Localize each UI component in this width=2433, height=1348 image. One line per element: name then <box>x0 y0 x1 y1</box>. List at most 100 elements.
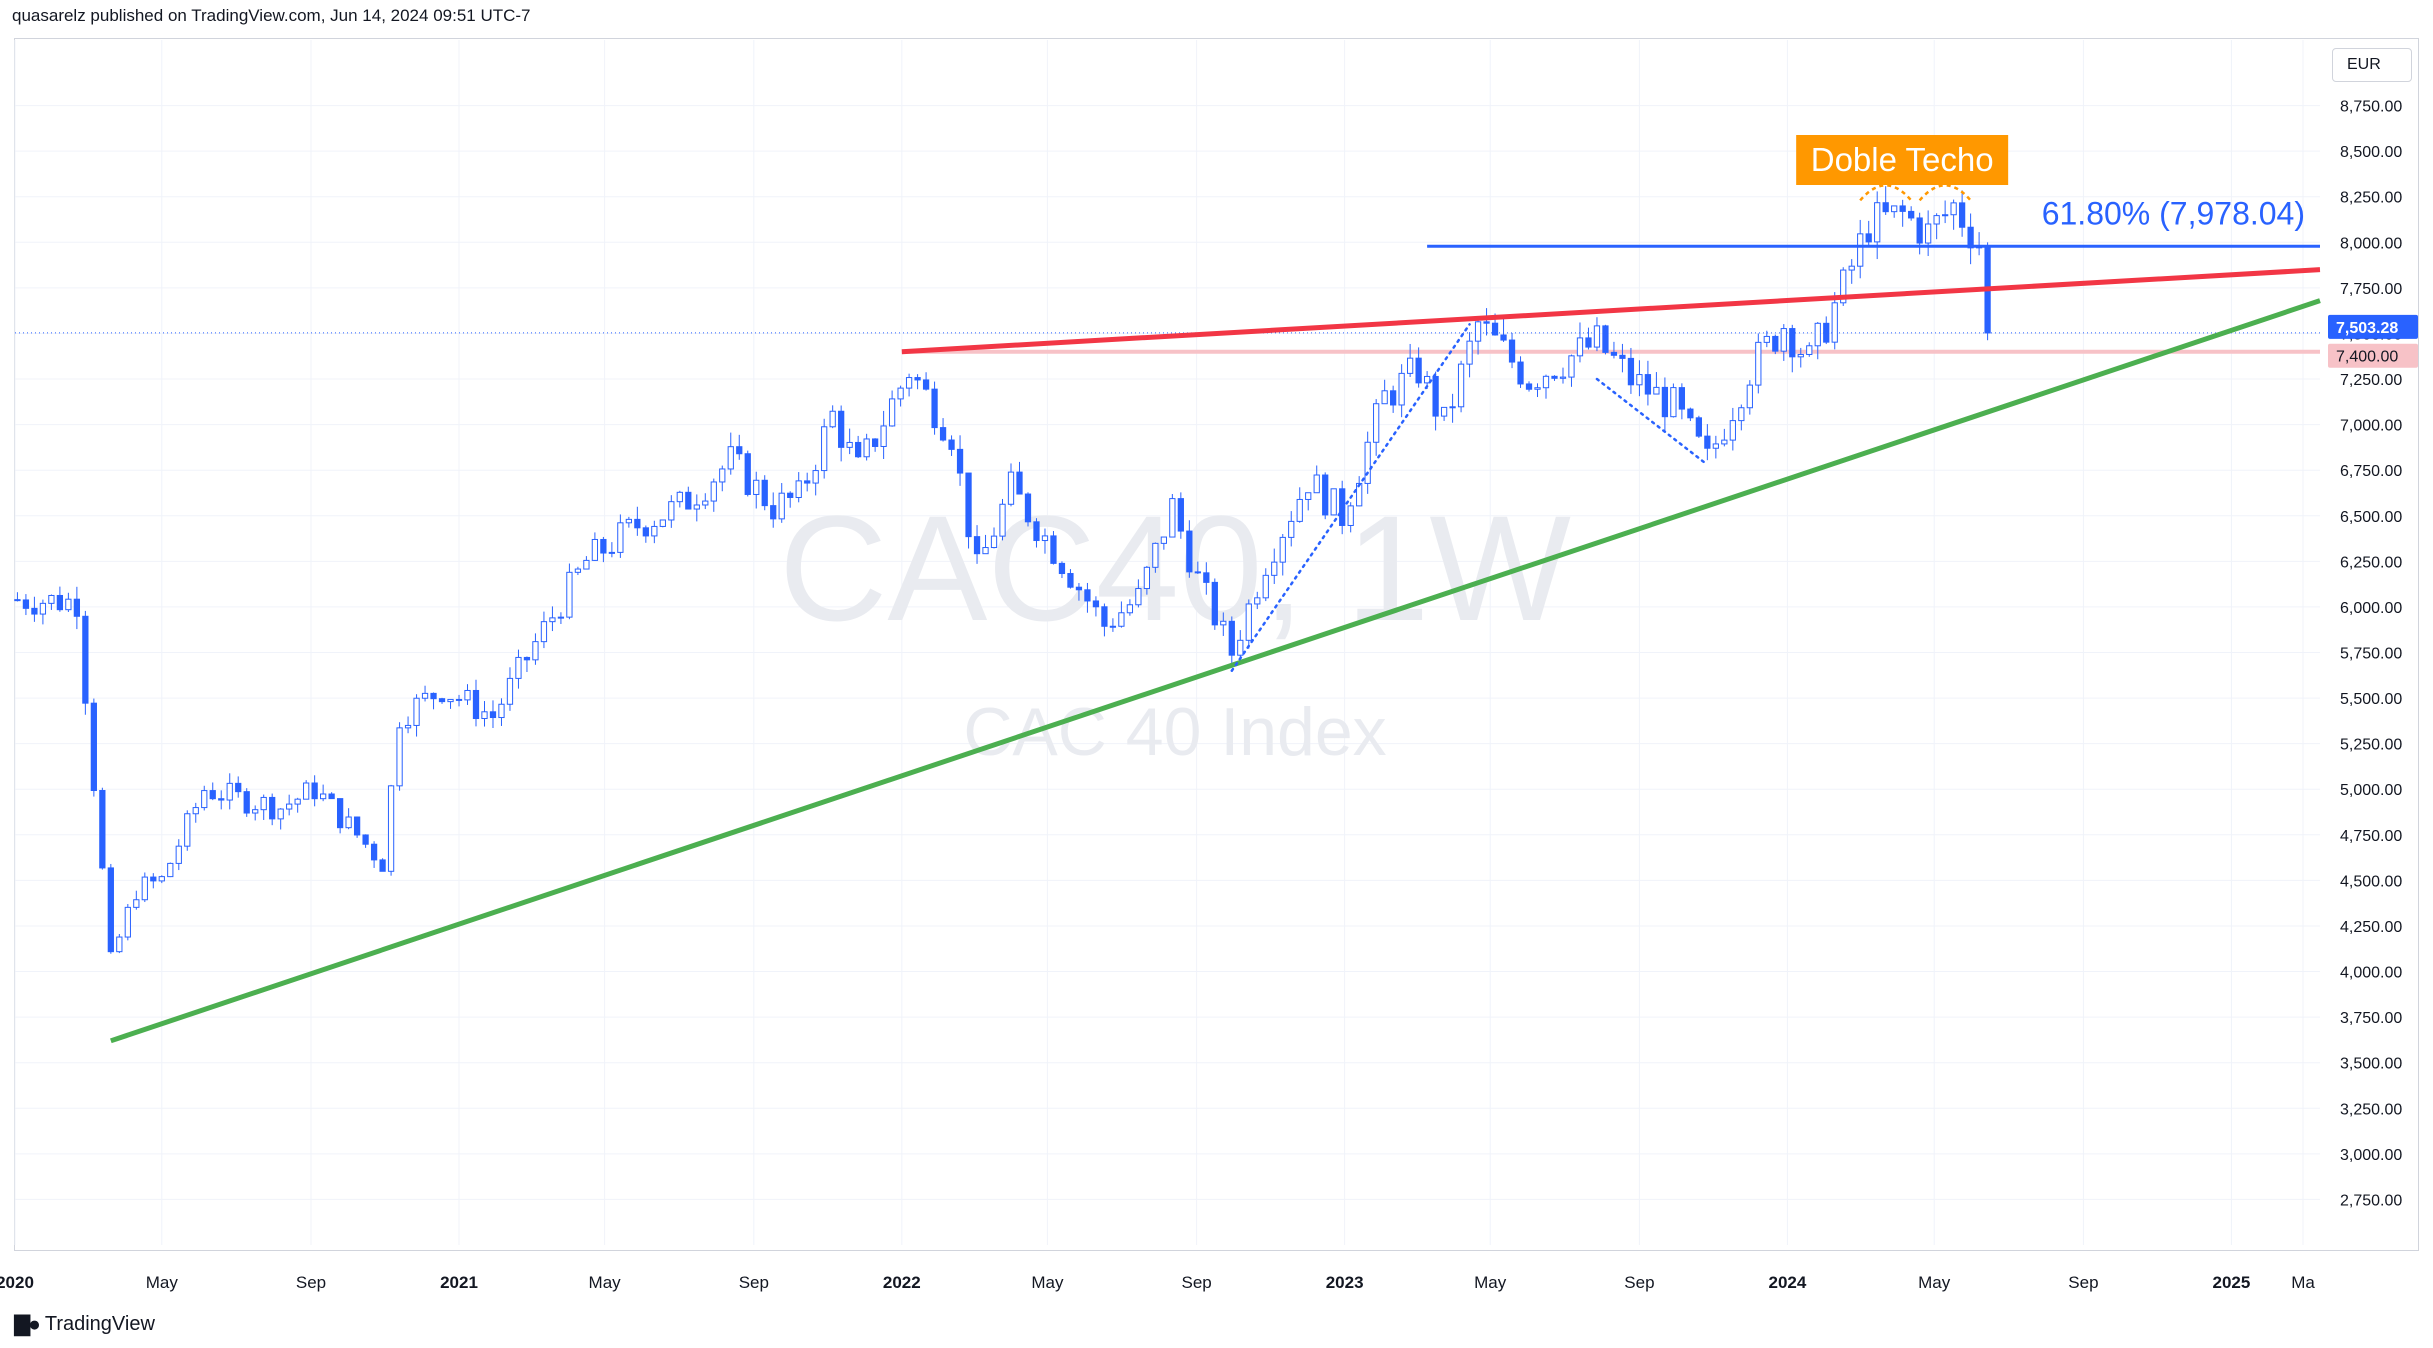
candle-body <box>897 387 904 400</box>
y-tick-label: 7,000.00 <box>2340 418 2402 435</box>
price-label-text: 7,503.28 <box>2336 320 2398 337</box>
y-tick-label: 5,500.00 <box>2340 691 2402 708</box>
currency-selector[interactable]: EUR <box>2332 48 2412 82</box>
candle-body <box>1780 328 1787 352</box>
x-tick-label: 2020 <box>0 1273 34 1292</box>
x-tick-label: May <box>1918 1273 1951 1292</box>
dotted-path <box>1595 377 1709 466</box>
candle-body <box>676 491 683 503</box>
y-tick-label: 3,000.00 <box>2340 1147 2402 1164</box>
candle-body <box>804 480 811 484</box>
candle-body <box>150 876 157 882</box>
candle-body <box>362 834 369 845</box>
x-tick-label: Sep <box>296 1273 326 1292</box>
grid-layer <box>14 40 2320 1245</box>
candle-body <box>243 791 250 814</box>
candle-body <box>1211 581 1218 626</box>
candle-body <box>914 377 921 381</box>
price-label-text: 7,400.00 <box>2336 349 2398 366</box>
candle-body <box>1542 375 1550 389</box>
candle-body <box>1313 474 1320 494</box>
candle-body <box>1899 205 1906 212</box>
candle-body <box>659 519 666 527</box>
candle-body <box>1568 355 1575 378</box>
candle-body <box>489 711 497 719</box>
candle-body <box>1738 407 1745 422</box>
candle-body <box>532 641 539 661</box>
candle-body <box>1075 586 1083 591</box>
candle-body <box>1525 383 1533 390</box>
candle-body <box>1330 488 1337 516</box>
candle-body <box>1491 322 1499 336</box>
candle-body <box>481 711 488 720</box>
candle-body <box>1610 351 1618 356</box>
candle-body <box>1763 335 1770 343</box>
candle-body <box>1874 202 1881 243</box>
candle-body <box>1687 408 1694 419</box>
candle-body <box>201 790 208 809</box>
candle-body <box>1933 215 1940 225</box>
candle-body <box>1653 386 1660 395</box>
candle-body <box>939 427 947 441</box>
candle-body <box>1882 202 1889 213</box>
candle-body <box>1305 492 1312 500</box>
candle-body <box>574 568 582 573</box>
candle-body <box>829 410 836 428</box>
candle-body <box>1950 202 1957 216</box>
candle-body <box>990 535 998 549</box>
candle-body <box>566 571 573 618</box>
candle-body <box>1551 375 1558 379</box>
y-tick-label: 8,000.00 <box>2340 235 2402 252</box>
candle-body <box>1296 498 1303 522</box>
x-tick-label: Ma <box>2291 1273 2315 1292</box>
candle-body <box>787 492 794 499</box>
double-top-arc <box>1918 184 1972 202</box>
candle-body <box>1831 302 1838 343</box>
x-tick-label: 2023 <box>1326 1273 1364 1292</box>
dotted-path <box>1230 323 1471 672</box>
candle-body <box>1143 566 1151 590</box>
candle-body <box>651 525 658 537</box>
candle-body <box>1457 363 1465 408</box>
brand-name: TradingView <box>44 1313 155 1335</box>
candle-body <box>294 798 301 805</box>
candle-body <box>1084 589 1091 602</box>
brand-footer[interactable]: ▇● TradingView <box>14 1312 155 1337</box>
candle-body <box>158 876 165 882</box>
candle-body <box>1109 625 1117 628</box>
x-tick-label: May <box>1031 1273 1064 1292</box>
candle-body <box>387 785 395 872</box>
candle-body <box>1364 441 1371 484</box>
candle-body <box>1483 321 1490 324</box>
candle-body <box>65 598 72 611</box>
candle-body <box>1271 561 1278 576</box>
candle-body <box>693 504 700 510</box>
candle-body <box>880 425 887 447</box>
candle-body <box>973 536 981 555</box>
candle-body <box>39 602 47 615</box>
candle-body <box>1619 354 1626 359</box>
candle-body <box>1177 498 1184 532</box>
candle-body <box>421 692 429 699</box>
candle-body <box>1398 372 1405 406</box>
candles-layer <box>14 186 1991 954</box>
price-label-box <box>2328 314 2418 339</box>
candle-body <box>1067 573 1074 588</box>
fib-level-label: 61.80% (7,978.04) <box>2042 195 2305 231</box>
candle-body <box>1857 233 1864 267</box>
candle-body <box>625 518 632 524</box>
drawings-back <box>15 332 2320 354</box>
candle-body <box>1279 536 1286 563</box>
candle-body <box>48 594 55 604</box>
y-axis: 2,750.00 3,000.00 3,250.00 3,500.00 3,750.00… <box>2340 99 2402 1210</box>
candle-body <box>235 782 242 793</box>
candle-body <box>761 479 768 507</box>
candle-body <box>1823 322 1830 343</box>
candle-body <box>1908 210 1915 219</box>
candle-body <box>269 796 276 820</box>
candle-body <box>1440 406 1448 417</box>
y-tick-label: 4,000.00 <box>2340 965 2402 982</box>
candle-body <box>1033 521 1040 542</box>
candle-body <box>1160 536 1167 544</box>
